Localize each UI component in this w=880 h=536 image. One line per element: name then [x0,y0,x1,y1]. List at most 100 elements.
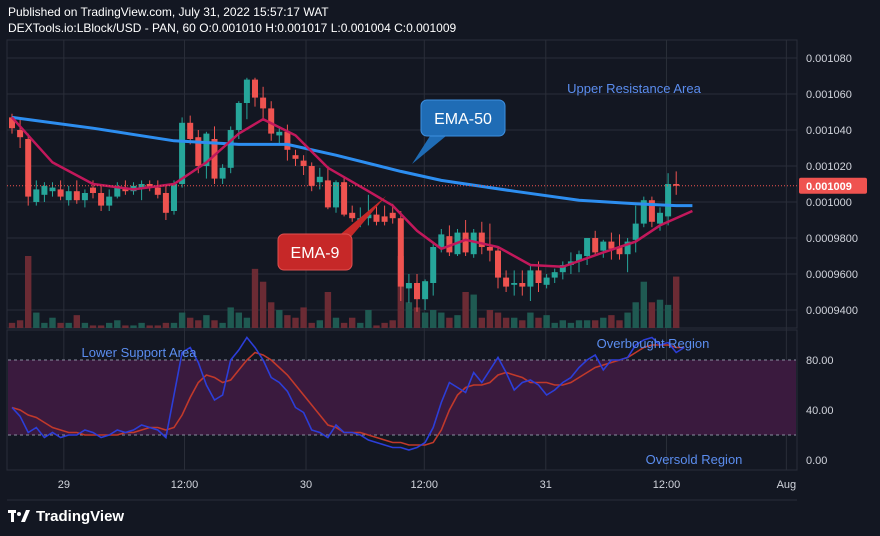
candle-body [624,241,631,255]
last-price-text: 0.001009 [806,181,852,193]
volume-bar [551,322,558,328]
volume-bar [300,307,307,328]
candle-body [584,238,591,256]
candle-body [106,196,113,206]
candle-body [73,191,80,201]
volume-bar [405,302,413,328]
volume-bar [478,317,485,328]
close-label: C: [394,21,407,35]
candle-body [414,283,420,300]
volume-bar [8,322,16,328]
volume-bar [146,325,153,328]
candle-body [349,212,356,219]
volume-bar [162,322,170,328]
price-tick-label: 0.001000 [806,197,852,209]
volume-bar [73,315,80,328]
candle-body [535,270,542,283]
candle-body [203,133,210,166]
open-value: 0.001010 [211,21,262,35]
price-tick-label: 0.001020 [806,161,852,173]
volume-bar [219,322,226,328]
volume-bar [308,322,315,328]
candle-body [316,176,323,183]
volume-bar [235,312,242,328]
candle-body [25,139,32,197]
volume-bar [251,268,259,328]
volume-bar [616,320,623,328]
candle-body [308,166,315,186]
volume-bar [494,312,502,328]
volume-bar [656,299,664,328]
volume-bar [567,322,575,328]
candle-body [33,189,40,202]
candle-body [559,265,566,273]
close-value: 0.001009 [406,21,457,35]
footer: TradingView [8,508,124,525]
volume-bar [535,317,542,328]
volume-bar [203,315,210,328]
volume-bar [81,322,89,328]
volume-bar [373,325,380,328]
volume-bar [624,312,631,328]
volume-bar [49,317,56,328]
candle-body [114,185,121,197]
low-label: L: [330,21,341,35]
volume-bar [527,312,534,328]
volume-bar [470,294,477,328]
candle-body [243,79,250,103]
volume-bar [316,320,323,328]
volume-bar [664,304,672,328]
candle-body [268,108,275,134]
last-price-tag: 0.001009 [799,177,867,194]
volume-bar [268,302,275,328]
volume-bar [114,320,121,328]
volume-bar [583,320,591,328]
candle-body [600,241,607,251]
high-value: 0.001017 [277,21,328,35]
candle-body [373,214,380,222]
candle-body [405,283,412,289]
candle-body [276,131,283,136]
volume-bar [138,322,145,328]
volume-bar [511,317,518,328]
rsi-band [8,360,796,435]
rsi-tick-label: 80.00 [806,355,834,367]
candle-body [616,247,623,255]
symbol-name: DEXTools.io:LBlock/USD - PAN, 60 [8,21,196,35]
volume-bar [648,302,656,328]
candle-body [438,234,445,247]
candle-body [576,254,582,262]
candle-body [381,216,388,222]
volume-bar [89,325,97,328]
upper-resistance-label: Upper Resistance Area [567,81,701,96]
volume-bar [462,292,469,328]
rsi-axis-labels: 0.00 40.00 80.00 [806,355,834,467]
volume-bar [97,325,105,328]
time-tick-label: 31 [540,479,552,491]
volume-bar [519,320,526,328]
volume-bar [130,325,137,328]
high-label: H: [265,21,278,35]
price-tick-label: 0.001060 [806,89,852,101]
price-tick-label: 0.0009800 [806,233,858,245]
open-label: O: [199,21,212,35]
candle-body [65,191,72,201]
volume-bar [276,310,283,328]
candle-body [219,167,226,179]
candle-body [90,187,96,193]
lower-support-label: Lower Support Area [82,345,198,360]
volume-bar [178,312,186,328]
candle-body [608,241,615,249]
ema-9-callout: EMA-9 [277,196,386,271]
time-axis-labels: 29 12:00 30 12:00 31 12:00 Aug [58,479,796,491]
candle-body [138,184,145,188]
candle-body [527,270,534,287]
candle-body [284,131,291,150]
candles [9,77,680,312]
volume-bar [632,302,639,328]
volume-bar [673,276,680,328]
volume-bar [389,320,396,328]
candle-body [195,137,202,166]
volume-bars [8,256,680,328]
